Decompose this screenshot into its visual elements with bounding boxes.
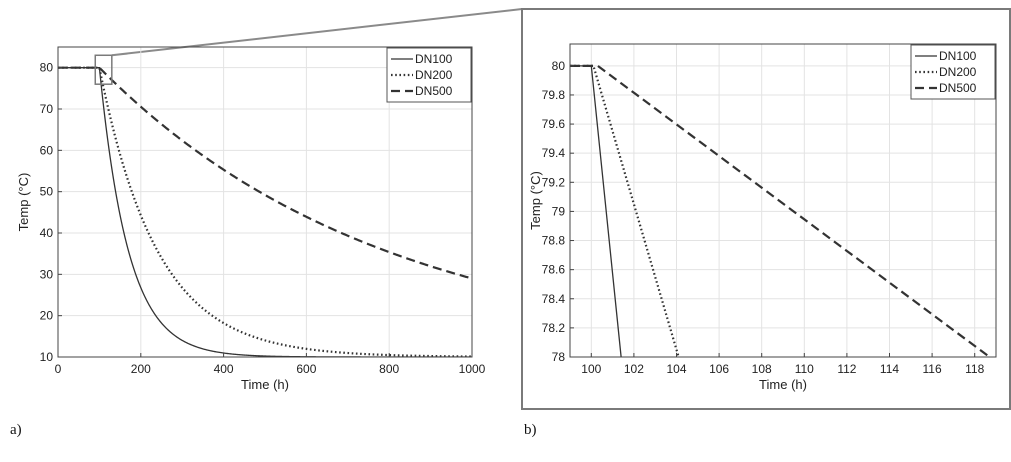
x-tick-label: 1000 bbox=[459, 362, 486, 376]
y-tick-label: 50 bbox=[40, 185, 54, 199]
y-tick-label: 78 bbox=[552, 350, 566, 364]
x-tick-label: 102 bbox=[624, 362, 644, 376]
x-tick-label: 0 bbox=[55, 362, 62, 376]
y-tick-label: 79.6 bbox=[542, 117, 566, 131]
y-tick-label: 79.8 bbox=[542, 88, 566, 102]
y-tick-label: 79.2 bbox=[542, 175, 566, 189]
panel-label-a: a) bbox=[10, 422, 22, 438]
zoom-box bbox=[94, 54, 113, 85]
y-tick-label: 80 bbox=[40, 61, 54, 75]
y-tick-label: 79 bbox=[552, 204, 566, 218]
y-tick-label: 30 bbox=[40, 267, 54, 281]
axes-box bbox=[57, 46, 473, 358]
y-tick-label: 80 bbox=[552, 59, 566, 73]
x-axis-label: Time (h) bbox=[759, 377, 807, 392]
chart-panel-a: 0 200 400 600 800 1000 10 20 30 40 50 60 70 80 Time (h… bbox=[16, 46, 486, 392]
y-tick-label: 78.8 bbox=[542, 234, 566, 248]
x-tick-label: 106 bbox=[709, 362, 729, 376]
legend-label-dn200: DN200 bbox=[939, 65, 977, 79]
x-tick-label: 400 bbox=[214, 362, 234, 376]
x-tick-label: 116 bbox=[923, 362, 942, 376]
x-tick-label: 108 bbox=[752, 362, 772, 376]
y-axis-label: Temp (°C) bbox=[16, 173, 31, 232]
series-lines bbox=[570, 64, 991, 357]
series-line-dn100 bbox=[58, 67, 472, 357]
zoom-connector-line bbox=[111, 8, 523, 57]
x-tick-label: 800 bbox=[379, 362, 399, 376]
y-tick-label: 10 bbox=[40, 350, 54, 364]
y-tick-label: 70 bbox=[40, 102, 54, 116]
chart-panel-b: 100 102 104 106 108 110 112 114 116 118 78 78.2 78.4… bbox=[521, 8, 1011, 410]
x-tick-label: 200 bbox=[131, 362, 151, 376]
x-tick-label: 114 bbox=[880, 362, 899, 376]
legend: DN100 DN200 DN500 bbox=[386, 47, 472, 103]
series-lines bbox=[58, 66, 472, 357]
panel-label-b: b) bbox=[524, 422, 537, 438]
x-axis-label: Time (h) bbox=[241, 377, 289, 392]
legend-label-dn200: DN200 bbox=[415, 68, 453, 82]
legend-label-dn500: DN500 bbox=[415, 84, 453, 98]
y-axis-label: Temp (°C) bbox=[528, 171, 543, 230]
y-tick-label: 60 bbox=[40, 143, 54, 157]
x-tick-label: 112 bbox=[837, 362, 856, 376]
x-tick-label: 110 bbox=[795, 362, 814, 376]
zoom-connector bbox=[111, 8, 523, 57]
axes-box bbox=[569, 43, 997, 358]
legend: DN100 DN200 DN500 bbox=[910, 44, 996, 100]
series-line-dn200 bbox=[58, 66, 472, 357]
legend-label-dn100: DN100 bbox=[415, 52, 453, 66]
y-tick-label: 78.2 bbox=[542, 321, 566, 335]
zoom-frame bbox=[521, 8, 1011, 410]
y-tick-label: 40 bbox=[40, 226, 54, 240]
y-tick-label: 78.4 bbox=[542, 292, 566, 306]
x-tick-label: 600 bbox=[296, 362, 316, 376]
x-tick-label: 118 bbox=[965, 362, 984, 376]
x-tick-label: 100 bbox=[581, 362, 601, 376]
y-tick-label: 79.4 bbox=[542, 146, 566, 160]
legend-label-dn100: DN100 bbox=[939, 49, 977, 63]
series-line-dn500 bbox=[570, 64, 991, 357]
y-tick-label: 78.6 bbox=[542, 263, 566, 277]
x-tick-label: 104 bbox=[666, 362, 686, 376]
legend-label-dn500: DN500 bbox=[939, 81, 977, 95]
y-tick-label: 20 bbox=[40, 309, 54, 323]
